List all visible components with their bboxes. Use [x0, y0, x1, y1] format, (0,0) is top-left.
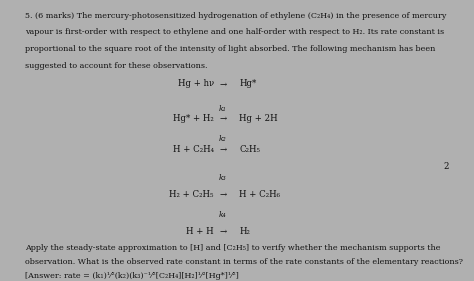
Text: H₂ + C₂H₅: H₂ + C₂H₅ — [169, 190, 214, 199]
Text: Hg + hν: Hg + hν — [178, 79, 214, 89]
Text: k₂: k₂ — [219, 135, 226, 143]
Text: proportional to the square root of the intensity of light absorbed. The followin: proportional to the square root of the i… — [25, 46, 436, 53]
Text: H + C₂H₄: H + C₂H₄ — [173, 145, 214, 154]
Text: H + C₂H₆: H + C₂H₆ — [239, 190, 280, 199]
Text: k₃: k₃ — [219, 174, 226, 182]
Text: →: → — [219, 114, 227, 123]
Text: H + H: H + H — [186, 227, 214, 236]
Text: H₂: H₂ — [239, 227, 250, 236]
Text: observation. What is the observed rate constant in terms of the rate constants o: observation. What is the observed rate c… — [25, 259, 464, 266]
Text: k₄: k₄ — [219, 211, 226, 219]
Text: vapour is first-order with respect to ethylene and one half-order with respect t: vapour is first-order with respect to et… — [25, 28, 445, 37]
Text: 2: 2 — [443, 162, 448, 171]
Text: 5. (6 marks) The mercury-photosensitized hydrogenation of ethylene (C₂H₄) in the: 5. (6 marks) The mercury-photosensitized… — [25, 12, 447, 19]
Text: Apply the steady-state approximation to [H] and [C₂H₅] to verify whether the mec: Apply the steady-state approximation to … — [25, 244, 441, 252]
Text: →: → — [219, 190, 227, 199]
Text: Hg + 2H: Hg + 2H — [239, 114, 278, 123]
Text: →: → — [219, 145, 227, 154]
Text: →: → — [219, 227, 227, 236]
Text: Hg* + H₂: Hg* + H₂ — [173, 114, 214, 123]
Text: [Answer: rate = (k₁)¹⁄²(k₂)(k₃)⁻¹⁄²[C₂H₄][H₂]¹⁄²[Hg*]¹⁄²]: [Answer: rate = (k₁)¹⁄²(k₂)(k₃)⁻¹⁄²[C₂H₄… — [25, 273, 239, 280]
Text: k₁: k₁ — [219, 105, 226, 113]
Text: Hg*: Hg* — [239, 79, 256, 89]
Text: suggested to account for these observations.: suggested to account for these observati… — [25, 62, 208, 71]
Text: C₂H₅: C₂H₅ — [239, 145, 260, 154]
Text: →: → — [219, 79, 227, 89]
